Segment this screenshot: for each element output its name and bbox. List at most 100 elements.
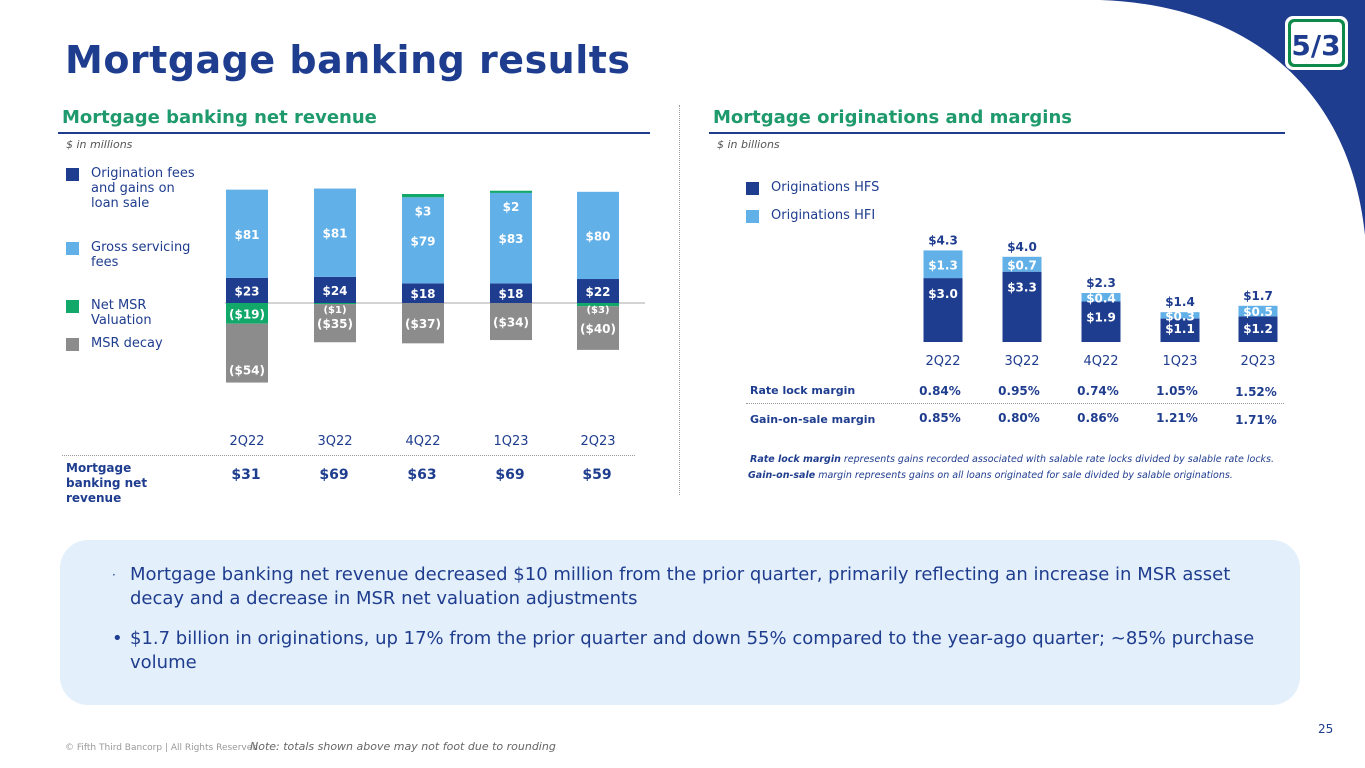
- x-tick-label: 4Q22: [405, 434, 440, 449]
- legend-swatch: [66, 338, 79, 351]
- right-unit-label: $ in billions: [717, 138, 780, 151]
- bar-origination: [314, 276, 356, 303]
- bar-msr-valuation: [314, 303, 356, 305]
- x-tick-label: 2Q23: [1240, 354, 1275, 369]
- data-label-hfs: $1.9: [1086, 311, 1116, 325]
- bullet-item: · Mortgage banking net revenue decreased…: [112, 563, 1262, 611]
- bar-msr-decay: [314, 304, 356, 343]
- rate-lock-value: 0.84%: [919, 384, 961, 398]
- bar-servicing: [577, 191, 619, 280]
- data-label-hfs: $3.0: [928, 287, 958, 301]
- legend-item-servicing: Gross servicing fees: [66, 240, 196, 298]
- legend-label: Gross servicing fees: [91, 240, 191, 270]
- revenue-row-label: Mortgage banking net revenue: [66, 461, 148, 505]
- bar-origination: [577, 279, 619, 303]
- bar-originations-hfi: [923, 250, 963, 279]
- legend-swatch: [66, 168, 79, 181]
- svg-text:5/3: 5/3: [1291, 29, 1340, 62]
- bar-msr-valuation: [577, 303, 619, 307]
- bar-originations-hfs: [1160, 318, 1200, 342]
- data-label-origination: $18: [498, 287, 523, 301]
- data-label-total: $1.7: [1243, 289, 1273, 303]
- bullet-dot: •: [112, 628, 123, 649]
- data-label-origination: $24: [322, 284, 347, 298]
- legend-item-msr-decay: MSR decay: [66, 336, 196, 351]
- legend-item-hfi: Originations HFI: [746, 208, 879, 223]
- left-legend: Origination fees and gains on loan sale …: [66, 166, 196, 351]
- data-label-servicing: $81: [322, 227, 347, 241]
- rate-lock-value: 0.95%: [998, 384, 1040, 398]
- page-number: 25: [1318, 722, 1334, 736]
- data-label-total: $2.3: [1086, 276, 1116, 290]
- gain-on-sale-label: Gain-on-sale margin: [750, 413, 876, 426]
- footnote-text: margin represents gains on all loans ori…: [815, 470, 1233, 481]
- bar-servicing: [490, 192, 532, 284]
- fifth-third-logo: 5/3: [1284, 15, 1349, 71]
- rate-lock-value: 0.74%: [1077, 384, 1119, 398]
- rounding-note: Note: totals shown above may not foot du…: [250, 740, 556, 753]
- bar-servicing: [226, 189, 268, 278]
- bar-originations-hfi: [1002, 256, 1042, 272]
- bar-msr-valuation: [226, 303, 268, 324]
- revenue-value: $59: [582, 467, 612, 483]
- data-label-msr-valuation: ($3): [586, 305, 609, 316]
- data-label-servicing: $81: [234, 228, 259, 242]
- data-label-hfs: $3.3: [1007, 281, 1037, 295]
- rate-lock-value: 1.05%: [1156, 384, 1198, 398]
- legend-label: Origination fees and gains on loan sale: [91, 166, 195, 211]
- bullet-dot: ·: [112, 568, 116, 582]
- x-tick-label: 3Q22: [1004, 354, 1039, 369]
- revenue-value: $69: [495, 467, 525, 483]
- legend-label: Originations HFI: [771, 208, 876, 223]
- bar-msr-decay: [490, 303, 532, 341]
- right-stacked-bar-chart: $3.0 $1.3 $4.3 2Q22 $3.3 $0.7 $4.0 3Q22 $1.9 $0.4…: [923, 233, 1278, 369]
- data-label-hfs: $1.1: [1165, 322, 1195, 336]
- data-label-total: $1.4: [1165, 295, 1195, 309]
- x-tick-label: 2Q22: [925, 354, 960, 369]
- bar-originations-hfs: [1081, 301, 1121, 342]
- section-divider: [679, 105, 680, 495]
- data-label-msr-valuation: ($1): [323, 305, 346, 316]
- gain-on-sale-value: 0.86%: [1077, 411, 1119, 425]
- gain-on-sale-value: 0.80%: [998, 411, 1040, 425]
- data-label-msr-decay: ($54): [229, 364, 265, 378]
- data-label-hfi: $0.7: [1007, 258, 1037, 272]
- bar-origination: [402, 283, 444, 303]
- data-label-origination: $18: [410, 287, 435, 301]
- bar-originations-hfs: [923, 278, 963, 342]
- data-label-servicing: $83: [498, 232, 523, 246]
- bar-msr-decay: [577, 306, 619, 350]
- left-chart-divider: [62, 455, 635, 456]
- bar-originations-hfi: [1081, 293, 1121, 302]
- right-legend: Originations HFS Originations HFI: [746, 180, 879, 223]
- data-label-servicing: $79: [410, 234, 435, 248]
- bullet-item: • $1.7 billion in originations, up 17% f…: [112, 627, 1262, 675]
- legend-item-msr-valuation: Net MSR Valuation: [66, 298, 196, 336]
- x-tick-label: 2Q23: [580, 434, 615, 449]
- left-section-title: Mortgage banking net revenue: [62, 107, 377, 128]
- bullet-text: Mortgage banking net revenue decreased $…: [130, 564, 1231, 609]
- bar-originations-hfi: [1238, 305, 1278, 317]
- data-label-msr-decay: ($40): [580, 322, 616, 336]
- bar-servicing: [402, 197, 444, 284]
- legend-swatch: [746, 210, 759, 223]
- data-label-total: $4.3: [928, 233, 958, 247]
- data-label-hfi: $0.4: [1086, 291, 1116, 305]
- footnote-term: Rate lock margin: [750, 454, 841, 465]
- bar-servicing: [314, 188, 356, 277]
- footnote-term: Gain-on-sale: [748, 470, 816, 481]
- page-title: Mortgage banking results: [65, 38, 631, 82]
- footnote-text: represents gains recorded associated wit…: [840, 454, 1275, 465]
- data-label-total: $4.0: [1007, 240, 1037, 254]
- left-stacked-bar-chart: $23 $81 ($19) ($54) 2Q22 $24 $81 ($1)($35) 3Q22 $…: [225, 188, 645, 449]
- bar-originations-hfs: [1002, 271, 1042, 342]
- data-label-servicing: $80: [585, 229, 610, 243]
- right-title-rule: [709, 132, 1285, 134]
- copyright: © Fifth Third Bancorp | All Rights Reser…: [65, 743, 258, 753]
- legend-swatch: [746, 182, 759, 195]
- data-label-msr-valuation: $2: [503, 200, 520, 214]
- data-label-msr-decay: ($34): [493, 316, 529, 330]
- bar-origination: [226, 277, 268, 303]
- gain-on-sale-value: 1.21%: [1156, 411, 1198, 425]
- x-tick-label: 4Q22: [1083, 354, 1118, 369]
